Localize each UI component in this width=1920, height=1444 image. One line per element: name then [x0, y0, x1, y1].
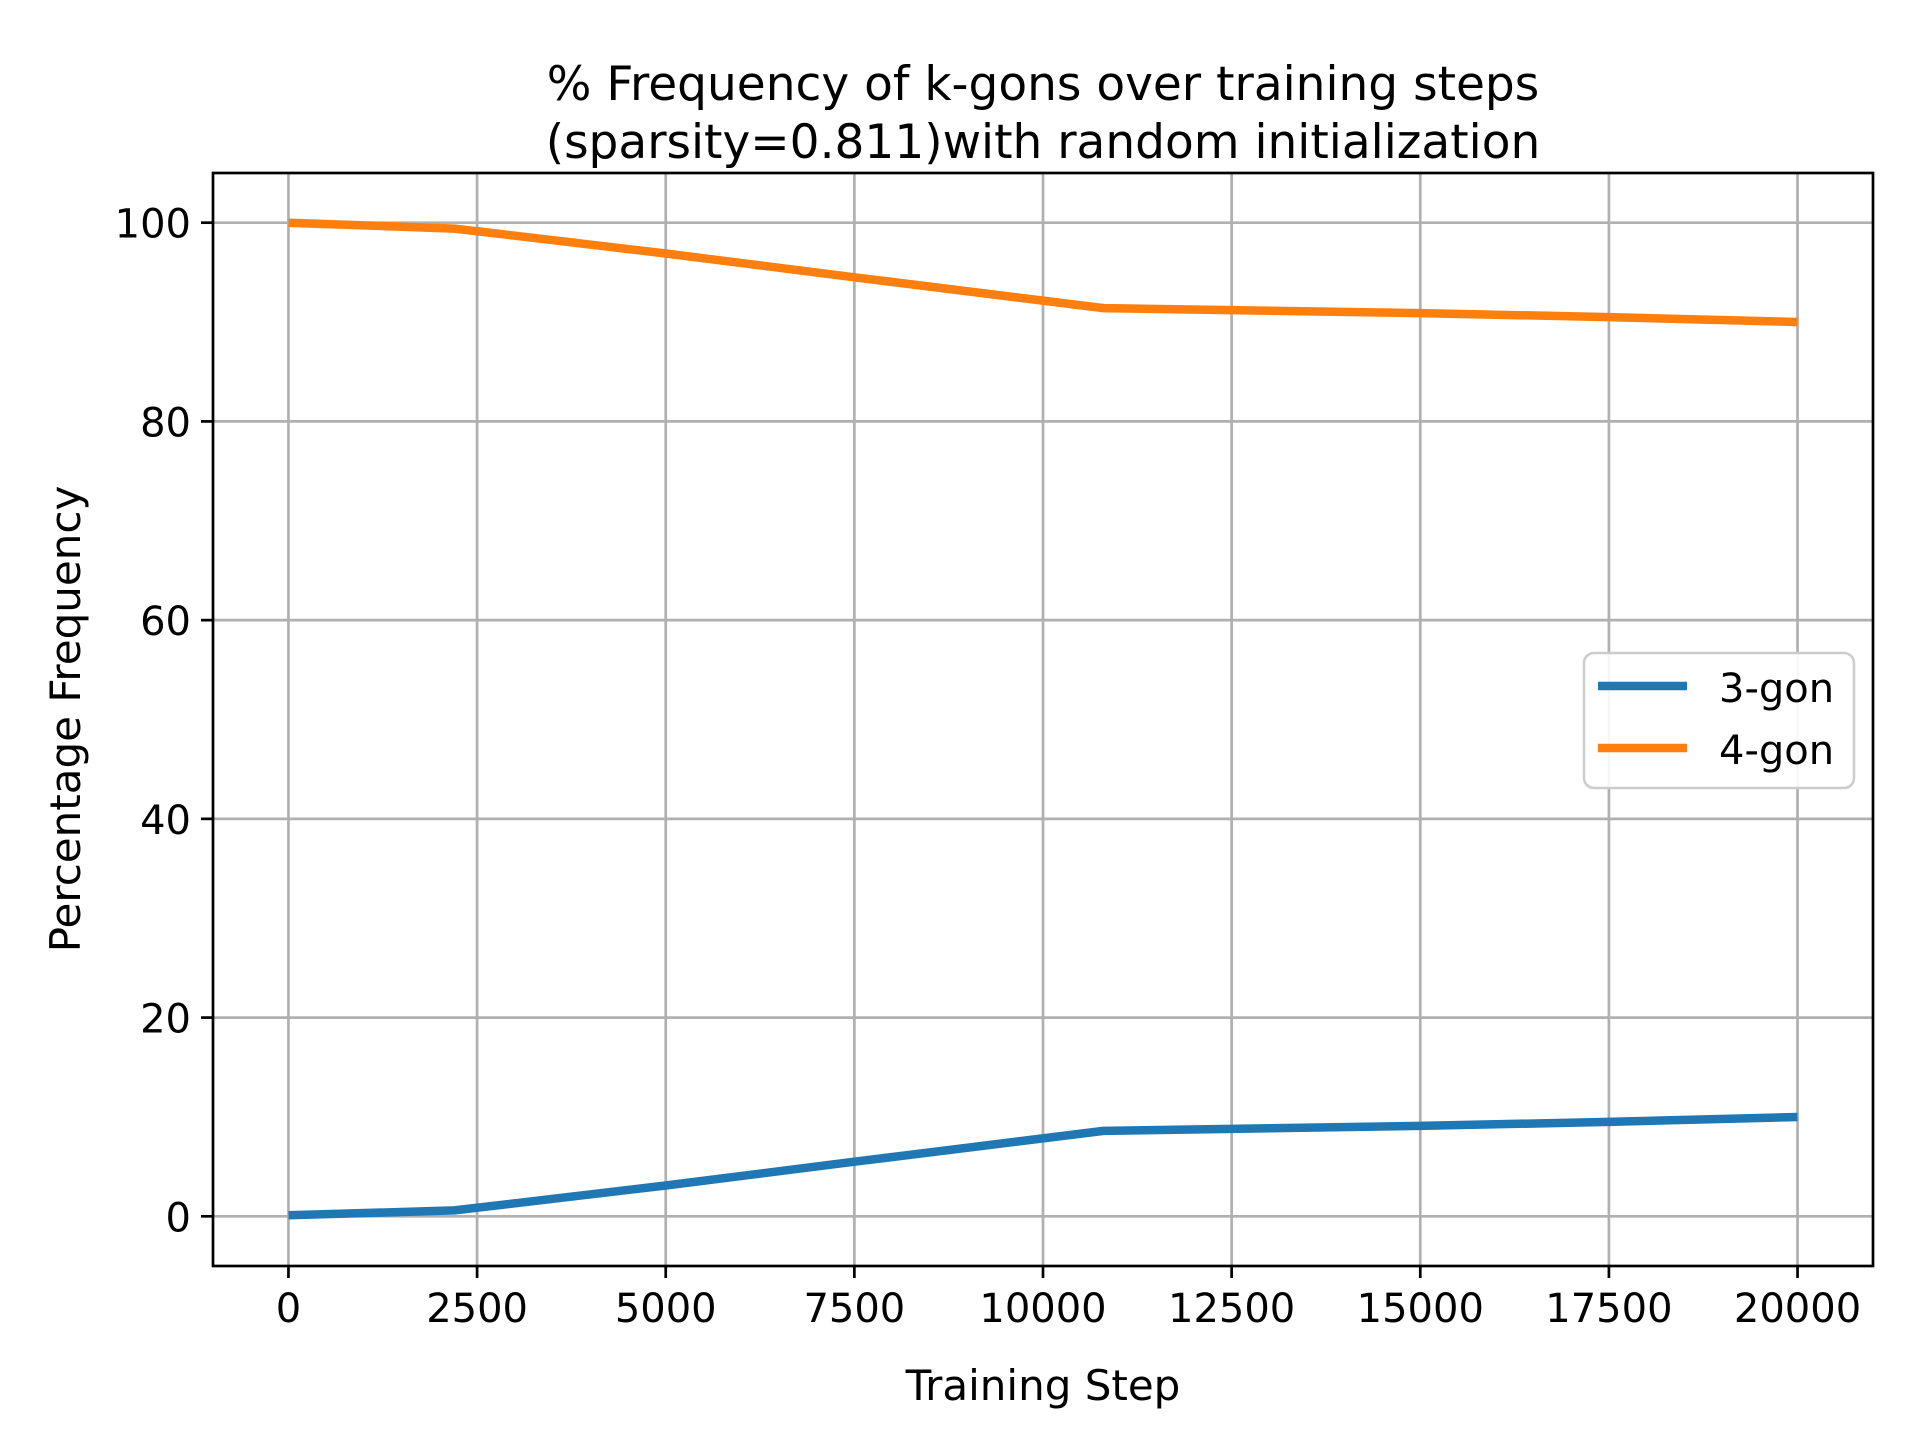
chart-title-line2: (sparsity=0.811)with random initializati…	[546, 115, 1541, 170]
x-tick-label: 12500	[1168, 1286, 1295, 1332]
series-line-4-gon	[288, 218, 1798, 327]
series-layer	[288, 218, 1798, 1220]
chart-title-line1: % Frequency of k-gons over training step…	[547, 57, 1540, 112]
y-axis-label: Percentage Frequency	[41, 486, 90, 953]
x-tick-label: 5000	[615, 1286, 717, 1332]
grid-layer	[213, 173, 1873, 1266]
y-tick-label: 0	[166, 1195, 191, 1241]
x-tick-label: 2500	[426, 1286, 528, 1332]
y-tick-label: 60	[140, 599, 191, 645]
x-tick-label: 15000	[1357, 1286, 1484, 1332]
x-tick-label: 20000	[1734, 1286, 1861, 1332]
y-tick-label: 100	[115, 202, 191, 248]
legend: 3-gon 4-gon	[1582, 651, 1856, 790]
tick-layer: 0 2500 5000 7500 10000 12500 15000 17500 20000 0 2…	[115, 202, 1862, 1332]
y-tick-label: 40	[140, 798, 191, 844]
y-tick-label: 20	[140, 997, 191, 1043]
x-tick-label: 10000	[979, 1286, 1106, 1332]
x-tick-label: 0	[276, 1286, 301, 1332]
legend-label-3-gon: 3-gon	[1719, 666, 1834, 712]
x-axis-label: Training Step	[905, 1361, 1181, 1410]
x-tick-label: 17500	[1545, 1286, 1672, 1332]
x-tick-label: 7500	[803, 1286, 905, 1332]
series-line-3-gon	[288, 1112, 1798, 1220]
legend-label-4-gon: 4-gon	[1719, 728, 1834, 774]
y-tick-label: 80	[140, 400, 191, 446]
